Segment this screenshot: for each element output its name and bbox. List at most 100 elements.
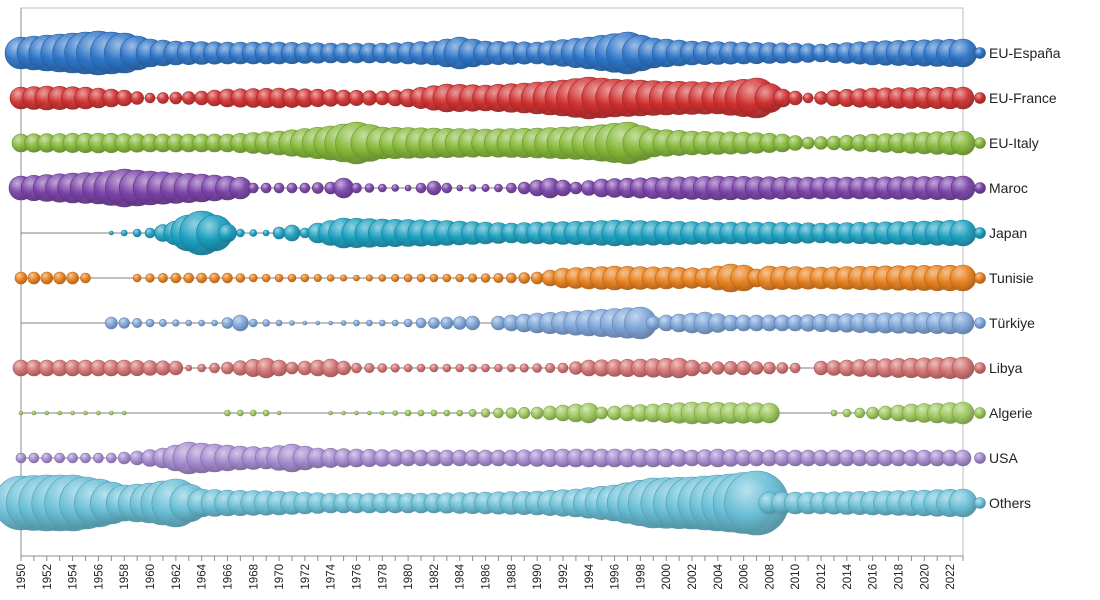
bubble-usa-1950 <box>15 452 27 464</box>
bubble-usa-1952 <box>41 452 53 464</box>
legend-label: USA <box>989 450 1018 466</box>
bubble-algerie-1951 <box>31 410 37 416</box>
bubble-tunisie-1953 <box>53 271 67 285</box>
bubble-tunisie-1987 <box>493 272 504 284</box>
bubble-eu-france-1962 <box>169 91 183 105</box>
legend-item-turkiye: Türkiye <box>974 315 1035 331</box>
bubble-maroc-1968 <box>247 182 259 194</box>
legend-label: Türkiye <box>989 315 1035 331</box>
x-tick-label: 2012 <box>816 564 828 590</box>
legend-item-eu-france: EU-France <box>974 90 1057 106</box>
bubble-japan-1967 <box>236 228 245 238</box>
bubble-eu-france-2023 <box>951 86 975 110</box>
bubble-turkiye-1959 <box>132 318 143 328</box>
bubble-maroc-1979 <box>391 184 400 192</box>
bubble-turkiye-1966 <box>221 317 234 329</box>
bubble-tunisie-1973 <box>313 273 322 283</box>
bubble-algerie-1986 <box>480 408 491 418</box>
bubble-algerie-1985 <box>468 409 477 417</box>
bubble-libya-1982 <box>429 363 439 373</box>
x-tick-label: 1950 <box>16 564 28 590</box>
bubble-japan-1959 <box>132 228 142 238</box>
bubble-maroc-1981 <box>415 182 427 194</box>
bubble-tunisie-1983 <box>442 273 452 283</box>
bubble-turkiye-1977 <box>366 319 373 327</box>
legend-label: EU-France <box>989 90 1057 106</box>
bubble-algerie-2013 <box>830 409 838 417</box>
x-tick-label: 2008 <box>764 564 776 590</box>
bubble-libya-2005 <box>723 361 738 375</box>
bubble-libya-2004 <box>711 361 725 375</box>
bubble-tunisie-1981 <box>416 273 426 283</box>
bubble-tunisie-1965 <box>209 272 220 284</box>
bubble-libya-1980 <box>403 363 413 373</box>
bubble-maroc-1973 <box>311 182 324 194</box>
legend-label: EU-Italy <box>989 135 1039 151</box>
bubble-maroc-1977 <box>364 183 375 193</box>
bubble-algerie-2015 <box>854 407 866 419</box>
bubble-tunisie-1978 <box>378 274 387 282</box>
legend-label: Japan <box>989 225 1027 241</box>
bubble-algerie-1977 <box>367 410 372 416</box>
series-others <box>0 470 978 536</box>
legend-item-others: Others <box>974 495 1031 511</box>
bubble-maroc-1975 <box>333 177 354 199</box>
bubble-libya-1993 <box>569 361 583 375</box>
bubble-libya-2008 <box>763 361 776 375</box>
legend-marker <box>974 362 986 374</box>
series-layer <box>0 30 978 536</box>
bubble-turkiye-1967 <box>232 314 249 332</box>
x-tick-label: 1988 <box>506 564 518 590</box>
bubble-usa-1958 <box>117 451 131 465</box>
bubble-tunisie-1954 <box>66 271 79 285</box>
legend-marker <box>974 497 986 509</box>
bubble-tunisie-1955 <box>80 272 91 284</box>
x-tick-label: 1958 <box>119 564 131 590</box>
x-tick-label: 1984 <box>455 563 467 589</box>
bubble-maroc-1971 <box>286 182 298 194</box>
bubble-turkiye-1969 <box>262 319 270 327</box>
bubble-tunisie-1966 <box>222 272 233 284</box>
bubble-algerie-1987 <box>493 407 504 419</box>
bubble-usa-1957 <box>106 452 117 464</box>
bubble-turkiye-1982 <box>428 317 440 329</box>
series-eu-italy <box>11 121 976 165</box>
bubble-tunisie-1988 <box>506 272 517 284</box>
bubble-turkiye-1984 <box>452 316 467 330</box>
bubble-tunisie-1982 <box>429 273 439 283</box>
legend-item-japan: Japan <box>974 225 1027 241</box>
x-tick-label: 1974 <box>326 563 338 589</box>
bubble-turkiye-1958 <box>118 317 130 329</box>
bubble-eu-france-2011 <box>802 92 814 104</box>
bubble-tunisie-1951 <box>27 271 41 285</box>
series-japan <box>21 210 977 256</box>
bubble-turkiye-1978 <box>379 319 386 327</box>
bubble-algerie-1979 <box>392 410 399 416</box>
bubble-tunisie-1979 <box>391 273 400 283</box>
x-tick-label: 1986 <box>481 564 493 590</box>
bubble-japan-1958 <box>120 229 128 237</box>
bubble-algerie-2016 <box>866 406 879 420</box>
bubble-eu-italy-2011 <box>801 136 815 150</box>
x-tick-label: 2006 <box>739 564 751 590</box>
x-tick-label: 1998 <box>635 564 647 590</box>
bubble-japan-1960 <box>144 227 156 239</box>
bubble-maroc-2023 <box>950 175 976 201</box>
bubble-libya-1970 <box>270 359 288 377</box>
legend-label: EU-España <box>989 45 1061 61</box>
bubble-algerie-1984 <box>456 409 464 417</box>
bubble-maroc-1988 <box>506 182 517 194</box>
bubble-tunisie-1952 <box>40 271 54 285</box>
bubble-turkiye-1965 <box>211 319 218 327</box>
bubble-eu-france-1977 <box>361 90 378 106</box>
bubble-algerie-1950 <box>18 410 24 416</box>
x-tick-label: 1992 <box>558 564 570 590</box>
bubble-maroc-1992 <box>554 179 572 197</box>
bubble-algerie-1967 <box>237 409 244 417</box>
bubble-libya-2010 <box>789 362 801 374</box>
bubble-algerie-1953 <box>57 410 63 416</box>
bubble-maroc-1969 <box>260 182 272 194</box>
bubble-turkiye-1961 <box>158 319 167 327</box>
x-tick-label: 1966 <box>222 564 234 590</box>
